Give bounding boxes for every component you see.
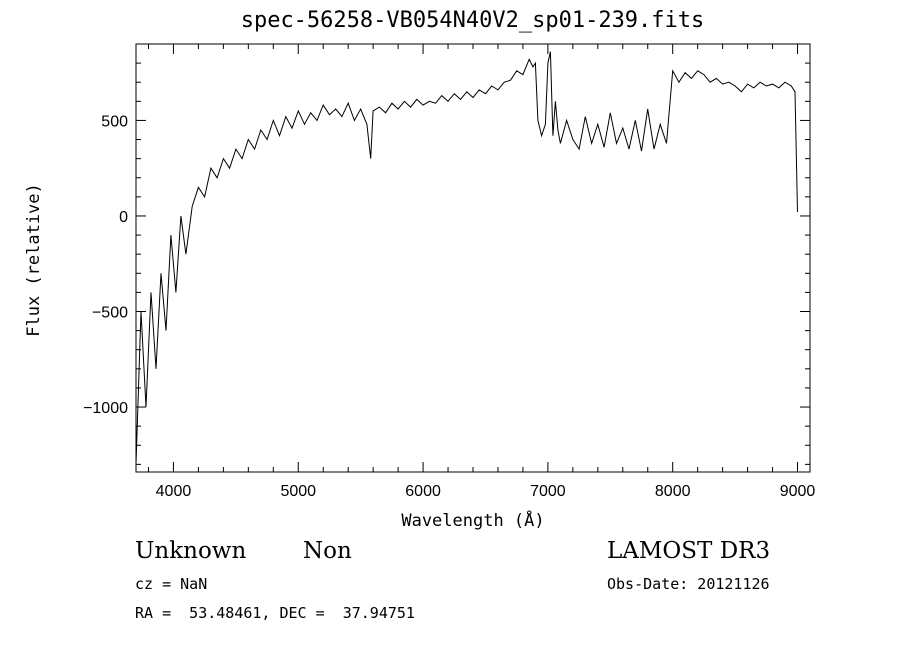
x-tick-label: 7000 [530,483,566,500]
axis-tick-labels: 4000 5000 6000 7000 8000 9000 −1000 −500 0 500 [83,113,815,500]
chart-title: spec-56258-VB054N40V2_sp01-239.fits [240,8,705,33]
y-tick-label: 0 [119,209,128,226]
flux-series [135,51,798,465]
y-tick-label: 500 [101,113,128,130]
y-tick-label: −500 [92,305,128,322]
object-subclass: Non [303,538,352,564]
observation-date: Obs-Date: 20121126 [607,575,770,593]
plot-frame [135,43,811,473]
coordinates: RA = 53.48461, DEC = 37.94751 [135,604,415,622]
x-tick-label: 6000 [405,483,441,500]
x-tick-label: 8000 [655,483,691,500]
axis-ticks [136,43,810,472]
y-tick-label: −1000 [83,400,128,417]
x-tick-label: 9000 [780,483,816,500]
series-line-flux [135,51,798,465]
survey-name: LAMOST DR3 [607,538,771,564]
redshift-cz: cz = NaN [135,575,208,593]
object-class: Unknown [135,538,247,564]
x-tick-label: 5000 [280,483,316,500]
y-axis-label: Flux (relative) [24,183,44,337]
x-axis-label: Wavelength (Å) [401,511,545,531]
x-tick-label: 4000 [156,483,192,500]
